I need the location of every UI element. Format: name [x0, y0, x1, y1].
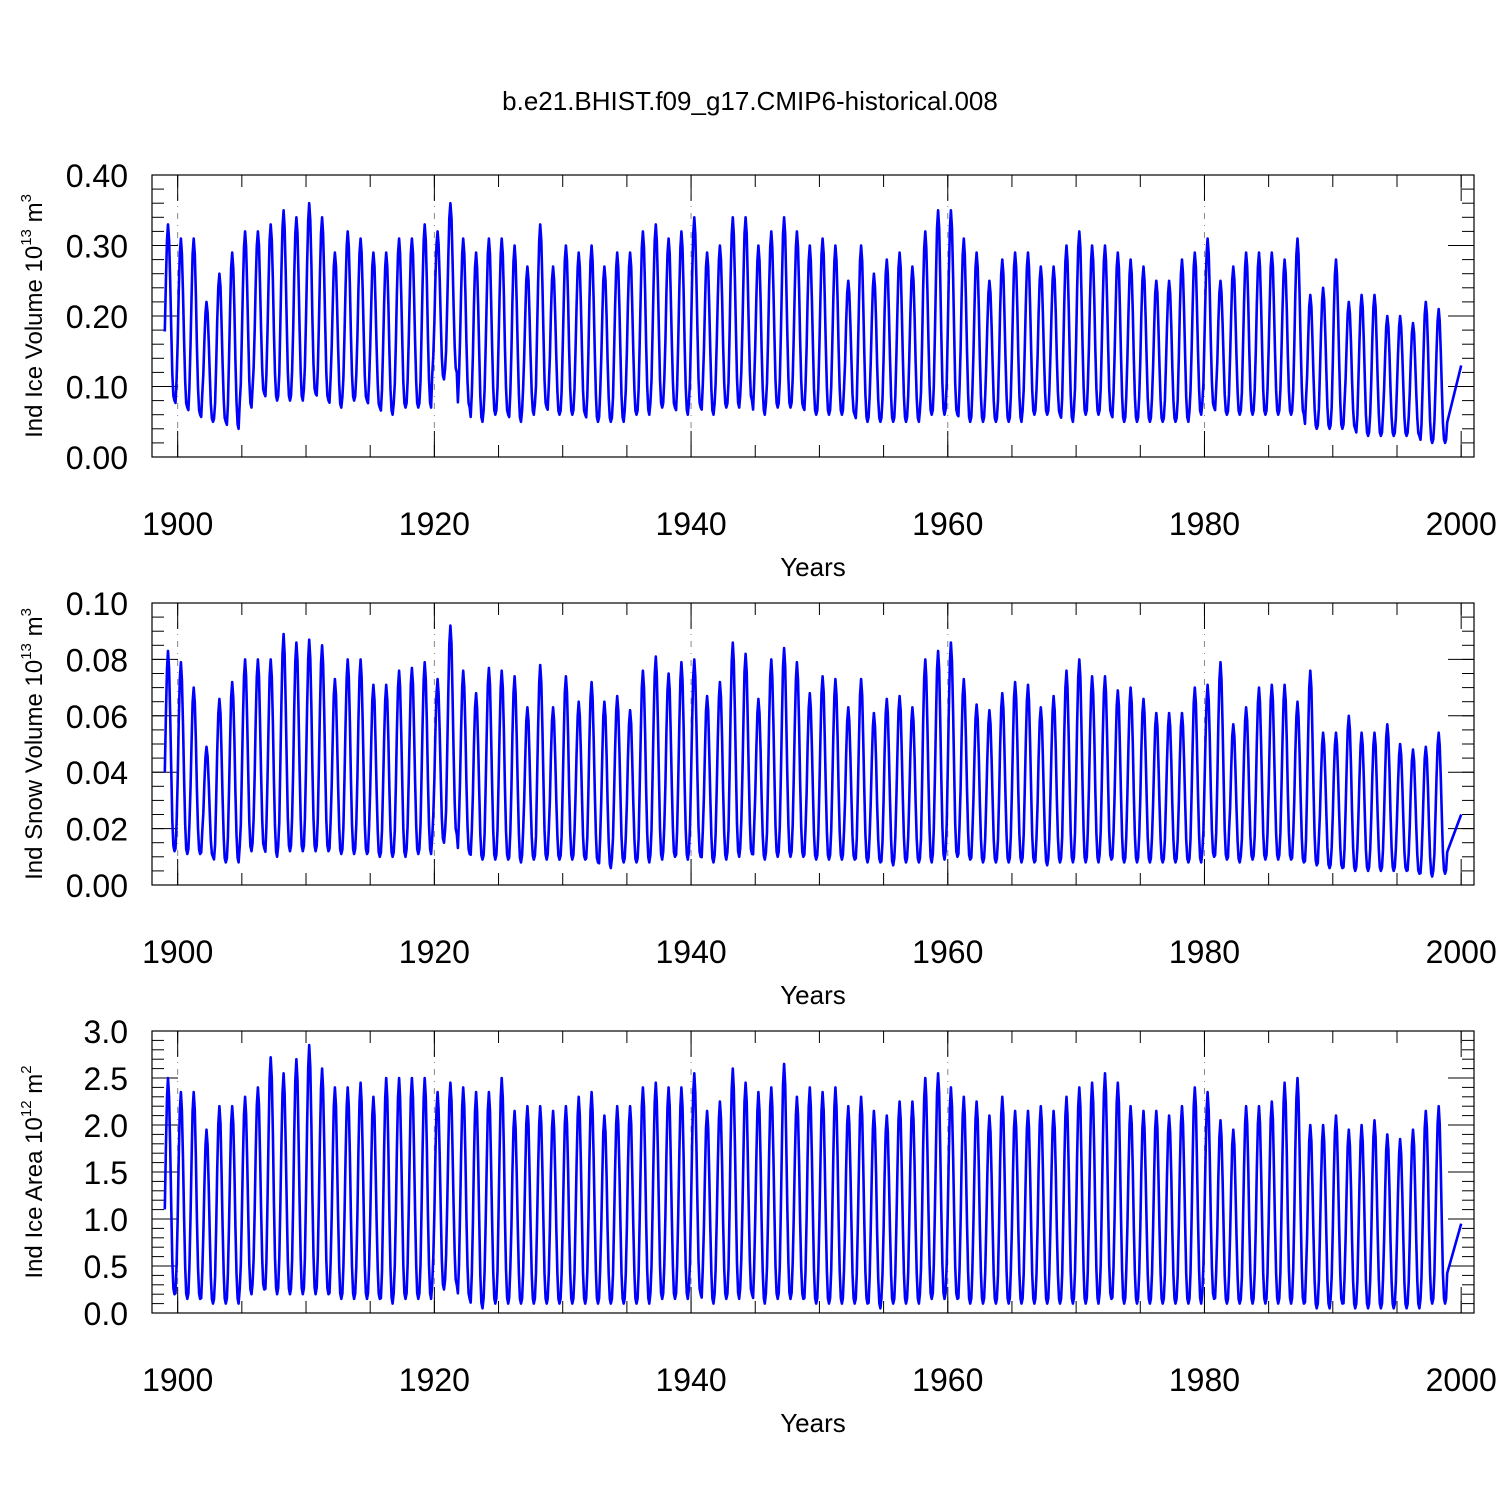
- x-tick-label: 1960: [912, 506, 983, 542]
- y-tick-label: 0.02: [66, 812, 128, 848]
- x-tick-label: 1920: [399, 1362, 470, 1398]
- y-axis-label: Ind Ice Volume 1013 m3: [18, 194, 48, 438]
- y-tick-label: 2.5: [84, 1061, 128, 1097]
- chart-title: b.e21.BHIST.f09_g17.CMIP6-historical.008: [502, 86, 998, 116]
- y-tick-label: 3.0: [84, 1014, 128, 1050]
- y-tick-label: 0.5: [84, 1249, 128, 1285]
- x-tick-label: 1920: [399, 934, 470, 970]
- y-tick-label: 0.10: [66, 586, 128, 622]
- x-tick-label: 1900: [142, 506, 213, 542]
- x-tick-label: 1980: [1169, 506, 1240, 542]
- x-axis-label: Years: [780, 552, 846, 582]
- x-tick-label: 2000: [1426, 1362, 1497, 1398]
- y-tick-label: 0.00: [66, 440, 128, 476]
- x-tick-label: 1900: [142, 1362, 213, 1398]
- y-tick-label: 2.0: [84, 1108, 128, 1144]
- x-tick-label: 1940: [655, 1362, 726, 1398]
- y-tick-label: 0.0: [84, 1296, 128, 1332]
- panel-ice-area: 0.0 0.5 1.0 1.5 2.0 2.5 3.0 1900 1920 1940 1960 198…: [18, 1014, 1497, 1438]
- y-tick-label: 0.08: [66, 642, 128, 678]
- x-axis-label: Years: [780, 1408, 846, 1438]
- x-tick-label: 1980: [1169, 934, 1240, 970]
- y-tick-label: 0.06: [66, 699, 128, 735]
- y-axis-label: Ind Ice Area 1012 m2: [18, 1065, 48, 1278]
- panel-ice-volume: 0.00 0.10 0.20 0.30 0.40 1900 1920 1940 1960 1980…: [18, 158, 1497, 582]
- x-axis-label: Years: [780, 980, 846, 1010]
- x-tick-label: 1900: [142, 934, 213, 970]
- y-tick-label: 0.00: [66, 868, 128, 904]
- x-tick-label: 1980: [1169, 1362, 1240, 1398]
- series-line-ice-volume: [163, 201, 1463, 445]
- y-tick-label: 0.20: [66, 299, 128, 335]
- y-tick-label: 0.10: [66, 370, 128, 406]
- series-line-ice-area: [163, 1043, 1463, 1310]
- x-tick-label: 1920: [399, 506, 470, 542]
- y-tick-label: 0.40: [66, 158, 128, 194]
- x-tick-label: 2000: [1426, 934, 1497, 970]
- series-line-snow-volume: [163, 624, 1463, 878]
- panel-snow-volume: 0.00 0.02 0.04 0.06 0.08 0.10 1900 1920 1940 1960…: [18, 586, 1497, 1010]
- y-tick-label: 1.0: [84, 1202, 128, 1238]
- y-axis-label: Ind Snow Volume 1013 m3: [18, 608, 48, 880]
- y-tick-label: 0.04: [66, 755, 128, 791]
- x-tick-label: 1940: [655, 934, 726, 970]
- x-tick-label: 1960: [912, 1362, 983, 1398]
- x-tick-label: 1940: [655, 506, 726, 542]
- x-tick-label: 1960: [912, 934, 983, 970]
- y-tick-label: 1.5: [84, 1155, 128, 1191]
- y-tick-label: 0.30: [66, 229, 128, 265]
- x-tick-label: 2000: [1426, 506, 1497, 542]
